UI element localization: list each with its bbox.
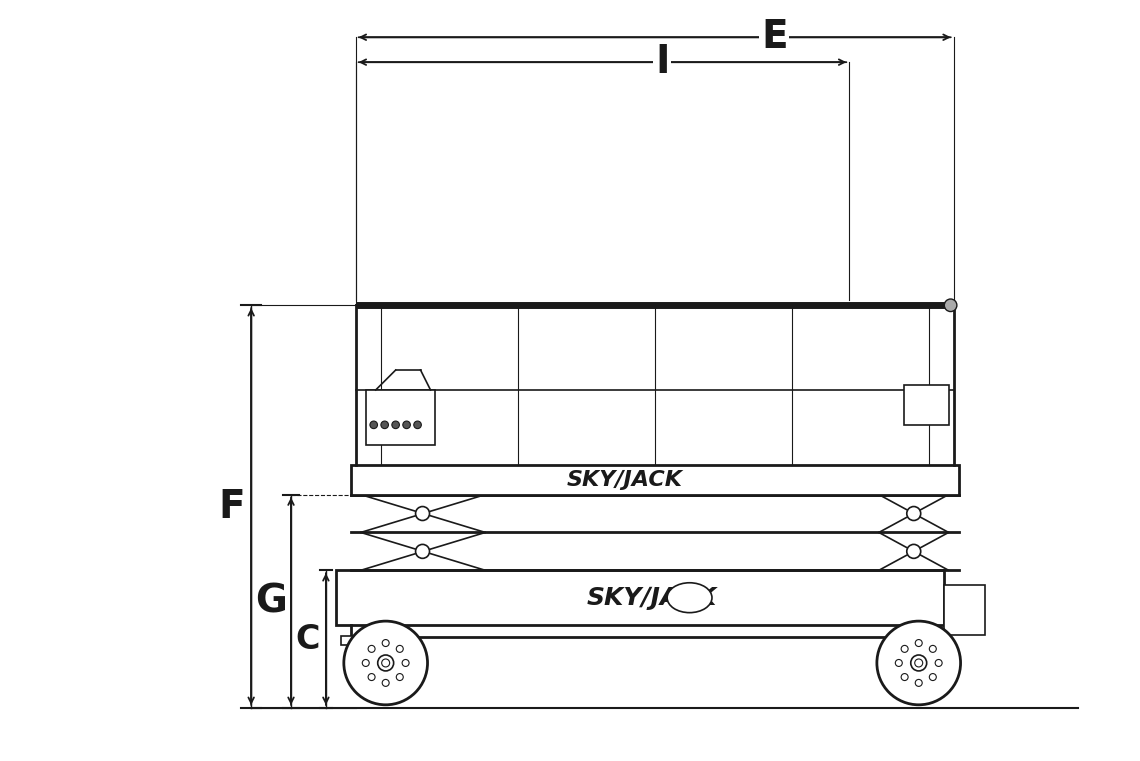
Text: C: C [295,622,320,655]
Circle shape [382,659,390,667]
Circle shape [935,660,942,667]
Circle shape [344,621,428,705]
Circle shape [944,299,956,311]
Circle shape [416,507,430,521]
Bar [341,636,376,645]
Text: G: G [255,582,287,620]
Circle shape [895,660,902,667]
Bar [351,465,959,495]
Circle shape [914,659,922,667]
Text: E: E [760,18,788,56]
Circle shape [915,639,922,647]
Bar [336,570,944,625]
Ellipse shape [667,583,712,613]
Circle shape [370,421,377,428]
Circle shape [402,421,410,428]
Circle shape [929,673,936,680]
Circle shape [397,673,404,680]
Text: SKY∕JACK: SKY∕JACK [567,470,683,489]
Circle shape [915,680,922,686]
Circle shape [382,680,389,686]
Text: F: F [218,488,245,526]
Circle shape [381,421,389,428]
Circle shape [416,544,430,559]
Circle shape [901,645,909,652]
Circle shape [929,645,936,652]
Bar [904,385,948,425]
Bar [944,585,985,635]
Circle shape [877,621,961,705]
Circle shape [397,645,404,652]
Circle shape [402,660,409,667]
Circle shape [901,673,909,680]
Circle shape [382,639,389,647]
Circle shape [377,655,393,671]
Bar [904,636,938,645]
Circle shape [906,544,921,559]
Circle shape [414,421,422,428]
Circle shape [368,673,375,680]
Circle shape [363,660,369,667]
Circle shape [392,421,399,428]
Text: I: I [656,43,669,81]
Text: SKY∕JACK: SKY∕JACK [587,586,717,610]
Circle shape [368,645,375,652]
Circle shape [906,507,921,521]
Circle shape [911,655,927,671]
Bar [366,390,435,444]
